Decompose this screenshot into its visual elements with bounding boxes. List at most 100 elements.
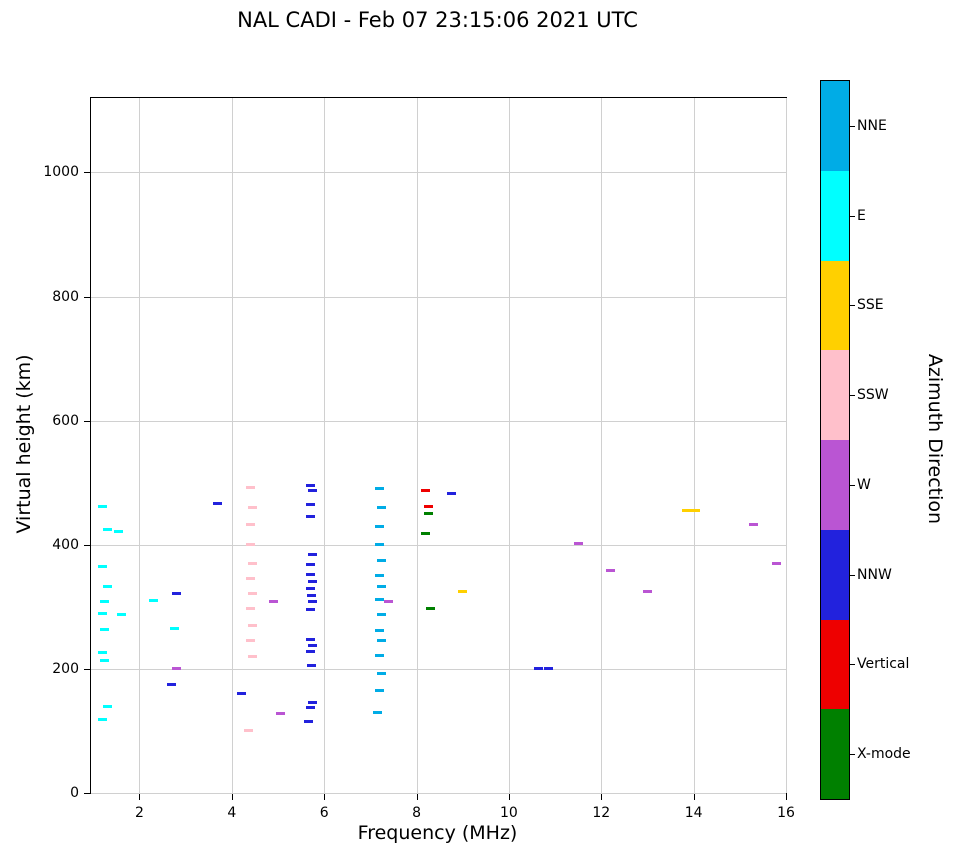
data-point-nnw xyxy=(305,563,315,567)
data-point-nnw xyxy=(308,643,318,647)
data-point-sse xyxy=(682,509,692,513)
data-point-nnw xyxy=(308,700,318,704)
colorbar-segment-nnw xyxy=(821,529,849,620)
data-point-nnw xyxy=(305,705,315,709)
data-point-ssw xyxy=(245,577,255,581)
y-gridline xyxy=(91,296,786,298)
data-point-nne xyxy=(377,558,387,562)
data-point-w xyxy=(384,600,394,604)
colorbar-segment-x-mode xyxy=(821,709,849,799)
chart-title: NAL CADI - Feb 07 23:15:06 2021 UTC xyxy=(237,8,638,32)
data-point-ssw xyxy=(245,485,255,489)
data-point-nnw xyxy=(303,719,313,723)
data-point-nne xyxy=(375,628,385,632)
colorbar: NNE E SSE SSW W NNW Vertical X-mode xyxy=(820,80,911,800)
colorbar-tick xyxy=(850,484,855,486)
data-point-nnw xyxy=(306,593,316,597)
colorbar-tick xyxy=(850,664,855,666)
data-point-ssw xyxy=(248,561,258,565)
y-tick-mark xyxy=(84,420,90,422)
y-tick-label: 1000 xyxy=(43,164,79,181)
x-gridline xyxy=(693,98,695,793)
y-gridline xyxy=(91,793,786,794)
x-tick-label: 10 xyxy=(500,805,518,821)
data-point-nne xyxy=(375,653,385,657)
x-tick-mark xyxy=(693,794,695,800)
data-point-e xyxy=(98,718,108,722)
data-point-w xyxy=(642,589,652,593)
data-point-nnw xyxy=(308,600,318,604)
data-point-nnw xyxy=(308,489,318,493)
data-point-w xyxy=(268,600,278,604)
x-gridline xyxy=(601,98,603,793)
data-point-nne xyxy=(377,612,387,616)
x-tick-mark xyxy=(786,794,787,800)
data-point-ssw xyxy=(243,729,253,733)
data-point-nnw xyxy=(543,666,553,670)
data-point-w xyxy=(749,523,759,527)
x-gridline xyxy=(231,98,233,793)
colorbar-segment-nne xyxy=(821,81,849,171)
data-point-e xyxy=(98,611,108,615)
x-tick-mark xyxy=(416,794,418,800)
data-point-nnw xyxy=(167,682,177,686)
x-tick-label: 4 xyxy=(227,805,237,821)
x-tick-label: 8 xyxy=(412,805,422,821)
data-point-nne xyxy=(377,672,387,676)
data-point-ssw xyxy=(245,523,255,527)
colorbar-entry-label: NNW xyxy=(857,566,892,583)
data-point-nnw xyxy=(305,514,315,518)
data-point-nnw xyxy=(171,591,181,595)
data-point-e xyxy=(116,612,126,616)
y-tick-label: 600 xyxy=(52,412,79,429)
colorbar-segment-vertical xyxy=(821,619,849,710)
data-point-nne xyxy=(375,543,385,547)
data-point-e xyxy=(114,529,124,533)
y-tick-mark xyxy=(84,544,90,546)
colorbar-tick xyxy=(850,305,855,307)
colorbar-segment-e xyxy=(821,170,849,261)
colorbar-segment-w xyxy=(821,440,849,530)
data-point-e xyxy=(100,600,110,604)
y-tick-mark xyxy=(84,793,90,794)
data-point-e xyxy=(148,599,158,603)
colorbar-tick xyxy=(850,754,855,756)
colorbar-tick xyxy=(850,395,855,397)
colorbar-entry-label: X-mode xyxy=(857,746,911,763)
data-point-ssw xyxy=(248,654,258,658)
colorbar-tick xyxy=(850,125,855,127)
x-tick-mark xyxy=(601,794,603,800)
colorbar-entry-label: NNE xyxy=(857,117,887,134)
data-point-x-mode xyxy=(421,532,431,536)
y-tick-mark xyxy=(84,668,90,670)
data-point-nnw xyxy=(305,573,315,577)
data-point-nne xyxy=(377,638,387,642)
colorbar-entry-label: SSE xyxy=(857,297,884,314)
colorbar-segment-sse xyxy=(821,260,849,351)
y-gridline xyxy=(91,172,786,174)
x-tick-label: 12 xyxy=(592,805,611,821)
colorbar-tick xyxy=(850,215,855,217)
data-point-w xyxy=(573,542,583,546)
x-tick-label: 16 xyxy=(777,805,795,821)
data-point-ssw xyxy=(248,591,258,595)
data-point-w xyxy=(171,667,181,671)
data-point-nnw xyxy=(213,501,223,505)
data-point-nne xyxy=(375,524,385,528)
data-point-e xyxy=(102,527,112,531)
data-point-ssw xyxy=(245,639,255,643)
data-point-nnw xyxy=(305,608,315,612)
data-point-vertical xyxy=(421,489,431,493)
data-point-nnw xyxy=(305,637,315,641)
x-gridline xyxy=(139,98,141,793)
y-tick-label: 400 xyxy=(52,536,79,553)
y-axis-label: Virtual height (km) xyxy=(13,354,35,534)
data-point-nne xyxy=(375,689,385,693)
data-point-w xyxy=(275,712,285,716)
data-point-e xyxy=(100,658,110,662)
y-gridline xyxy=(91,420,786,422)
data-point-e xyxy=(169,627,179,631)
data-point-nnw xyxy=(305,484,315,488)
data-point-nnw xyxy=(308,579,318,583)
x-tick-mark xyxy=(231,794,233,800)
